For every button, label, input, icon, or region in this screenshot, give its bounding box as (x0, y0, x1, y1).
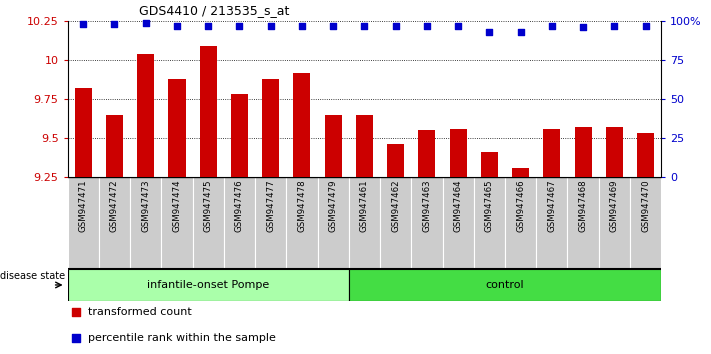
Text: GSM947469: GSM947469 (610, 180, 619, 232)
Text: GSM947465: GSM947465 (485, 180, 494, 232)
Text: GSM947473: GSM947473 (141, 180, 150, 232)
Bar (512, 168, 529, 177)
Bar (474, 177, 505, 269)
Point (109, 22, 120, 27)
Text: transformed count: transformed count (88, 307, 192, 318)
Bar (574, 127, 592, 177)
Bar (193, 177, 224, 269)
Text: infantile-onset Pompe: infantile-onset Pompe (147, 280, 269, 290)
Bar (411, 177, 442, 269)
Point (171, 23, 183, 29)
Bar (387, 144, 405, 177)
Text: GSM947474: GSM947474 (172, 180, 181, 232)
Bar (324, 115, 342, 177)
Bar (599, 177, 630, 269)
Point (483, 29, 495, 35)
Bar (449, 129, 466, 177)
Point (358, 23, 370, 29)
Text: GSM947461: GSM947461 (360, 180, 369, 232)
Text: GSM947479: GSM947479 (328, 180, 338, 232)
Bar (224, 177, 255, 269)
Bar (130, 177, 161, 269)
Text: GSM947478: GSM947478 (297, 180, 306, 232)
Point (203, 23, 214, 29)
Text: GSM947471: GSM947471 (79, 180, 87, 232)
Point (296, 23, 308, 29)
Point (234, 23, 245, 29)
Bar (567, 177, 599, 269)
Bar (536, 177, 567, 269)
Text: GSM947468: GSM947468 (579, 180, 587, 232)
Text: percentile rank within the sample: percentile rank within the sample (88, 333, 276, 343)
Text: GSM947464: GSM947464 (454, 180, 463, 232)
Bar (294, 73, 311, 177)
Bar (637, 133, 654, 177)
Bar (356, 115, 373, 177)
Bar (68, 269, 349, 301)
Bar (630, 177, 661, 269)
Point (390, 23, 401, 29)
Text: GSM947463: GSM947463 (422, 180, 432, 232)
Point (577, 25, 589, 30)
Point (140, 20, 151, 25)
Bar (318, 177, 349, 269)
Point (515, 29, 526, 35)
Bar (481, 152, 498, 177)
Point (546, 23, 557, 29)
Text: GSM947462: GSM947462 (391, 180, 400, 232)
Point (640, 23, 651, 29)
Bar (349, 269, 661, 301)
Point (77, 22, 89, 27)
Bar (231, 95, 248, 177)
Bar (255, 177, 287, 269)
Text: GSM947470: GSM947470 (641, 180, 650, 232)
Bar (137, 54, 154, 177)
Point (452, 23, 464, 29)
Point (421, 23, 432, 29)
Text: GSM947472: GSM947472 (110, 180, 119, 232)
Bar (418, 130, 435, 177)
Bar (169, 79, 186, 177)
Bar (287, 177, 318, 269)
Text: GSM947476: GSM947476 (235, 180, 244, 232)
Text: GSM947467: GSM947467 (547, 180, 557, 232)
Point (328, 23, 339, 29)
Text: GSM947466: GSM947466 (516, 180, 525, 232)
Bar (106, 115, 123, 177)
Text: GDS4410 / 213535_s_at: GDS4410 / 213535_s_at (139, 4, 289, 17)
Bar (543, 129, 560, 177)
Point (609, 23, 620, 29)
Text: control: control (486, 280, 524, 290)
Bar (99, 177, 130, 269)
Point (71, 335, 82, 341)
Bar (200, 46, 217, 177)
Text: GSM947477: GSM947477 (266, 180, 275, 232)
Bar (75, 88, 92, 177)
Bar (606, 127, 623, 177)
Point (265, 23, 277, 29)
Bar (68, 177, 99, 269)
Bar (380, 177, 411, 269)
Text: GSM947475: GSM947475 (203, 180, 213, 232)
Bar (349, 177, 380, 269)
Bar (442, 177, 474, 269)
Bar (262, 79, 279, 177)
Text: disease state: disease state (0, 271, 65, 281)
Bar (505, 177, 536, 269)
Point (71, 309, 82, 315)
Bar (161, 177, 193, 269)
